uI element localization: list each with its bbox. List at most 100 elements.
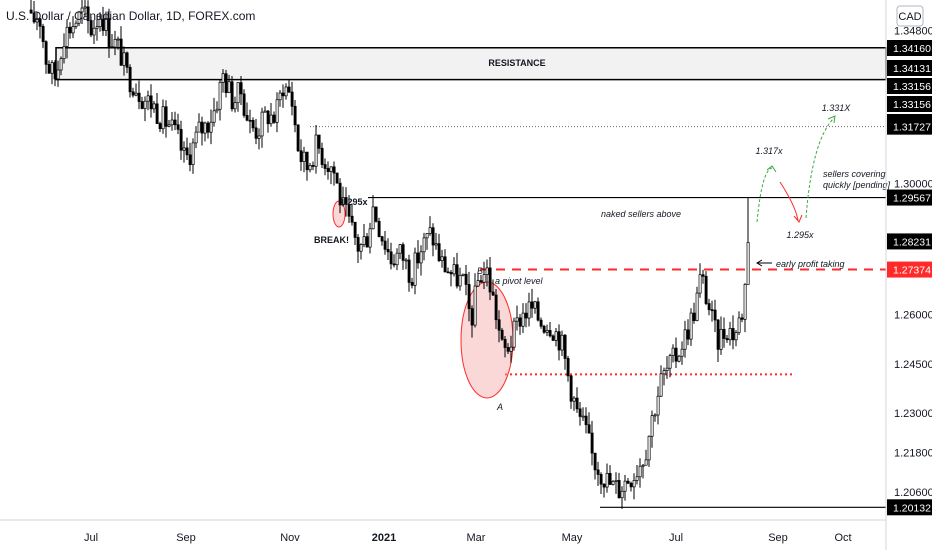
- candle: [56, 60, 60, 87]
- candle-body: [62, 46, 66, 60]
- candle-body: [389, 251, 393, 265]
- candle-body: [377, 221, 381, 237]
- candle: [74, 20, 78, 29]
- candle: [656, 386, 660, 425]
- sellers-covering-label-1: sellers covering: [823, 169, 886, 179]
- candle: [506, 343, 510, 354]
- candle-body: [599, 474, 603, 485]
- candle: [401, 242, 405, 270]
- candle: [38, 17, 42, 39]
- candle: [674, 337, 678, 369]
- candle: [215, 101, 219, 114]
- candle: [137, 80, 141, 110]
- candle-body: [695, 292, 699, 321]
- candle: [665, 356, 669, 379]
- candle-body: [428, 227, 432, 234]
- candle-body: [479, 280, 483, 283]
- price-tick-faint: 1.34800: [894, 26, 932, 38]
- candle: [539, 317, 543, 329]
- price-axis: 1.348001.320001.300001.341601.341311.331…: [885, 0, 932, 550]
- candle: [293, 100, 297, 133]
- price-badge: 1.20132: [887, 499, 932, 516]
- candle-body: [239, 82, 243, 95]
- candle: [485, 259, 489, 287]
- candle-body: [161, 106, 165, 130]
- candle-body: [344, 197, 348, 205]
- candle: [344, 187, 348, 217]
- candle-body: [140, 101, 144, 109]
- candle: [716, 319, 720, 363]
- candle: [389, 242, 393, 270]
- candle-body: [311, 165, 315, 167]
- candle-body: [59, 58, 63, 71]
- candle-body: [461, 273, 465, 276]
- candle-body: [176, 124, 180, 130]
- candle-body: [41, 25, 45, 42]
- candles-layer: [29, 0, 750, 509]
- currency-label: CAD: [898, 11, 921, 23]
- candle: [650, 410, 654, 448]
- candle-body: [563, 334, 567, 359]
- candle: [161, 99, 165, 134]
- candle: [188, 142, 192, 172]
- candle: [413, 247, 417, 295]
- candle: [218, 78, 222, 121]
- candle-body: [728, 328, 732, 341]
- candle: [386, 238, 390, 261]
- candle: [719, 316, 723, 355]
- candle-body: [452, 264, 456, 275]
- candle: [77, 10, 81, 27]
- candle: [356, 234, 360, 264]
- candle: [620, 486, 624, 509]
- candle-body: [584, 415, 588, 426]
- candle-body: [68, 26, 72, 34]
- candle: [593, 452, 597, 480]
- candle: [302, 146, 306, 173]
- candle: [608, 465, 612, 486]
- candle-body: [281, 92, 285, 97]
- candle: [587, 412, 591, 434]
- price-badge: 1.33156: [887, 96, 932, 112]
- candle: [113, 30, 117, 56]
- candle-body: [254, 127, 258, 139]
- candle-body: [149, 95, 153, 110]
- candle-body: [248, 119, 252, 122]
- candle-body: [533, 301, 537, 309]
- candle-body: [134, 92, 138, 96]
- candle-body: [95, 26, 99, 29]
- candle: [683, 320, 687, 358]
- candle: [740, 313, 744, 323]
- candle-body: [404, 259, 408, 262]
- break-label: BREAK!: [314, 235, 349, 245]
- candle-body: [746, 242, 750, 285]
- candle-body: [587, 424, 591, 434]
- candle-body: [566, 358, 570, 377]
- candle-body: [338, 182, 342, 206]
- candle-body: [743, 284, 747, 320]
- price-badge-label: 1.31727: [893, 122, 931, 134]
- price-badge-bg: [887, 189, 932, 206]
- candle-body: [437, 243, 441, 261]
- candle-body: [713, 309, 717, 321]
- annotations-layer: BREAK! 1.295x naked sellers above 1.317x 1.3…: [314, 103, 891, 412]
- currency-button[interactable]: CAD: [896, 5, 924, 27]
- candle: [623, 475, 627, 501]
- level-1331-label: 1.331X: [822, 103, 852, 113]
- candle-body: [209, 121, 213, 133]
- time-tick-label: Sep: [768, 532, 788, 544]
- candle-body: [398, 244, 402, 254]
- candle-body: [665, 367, 669, 371]
- candle-body: [629, 482, 633, 488]
- candle: [245, 102, 249, 122]
- candle: [416, 240, 420, 269]
- candle: [71, 16, 75, 39]
- candle-body: [659, 373, 663, 397]
- candle: [299, 139, 303, 171]
- candle: [692, 302, 696, 324]
- candle-body: [386, 248, 390, 253]
- candle-body: [170, 119, 174, 126]
- candle: [128, 64, 132, 98]
- candle: [308, 162, 312, 173]
- candle-body: [473, 285, 477, 326]
